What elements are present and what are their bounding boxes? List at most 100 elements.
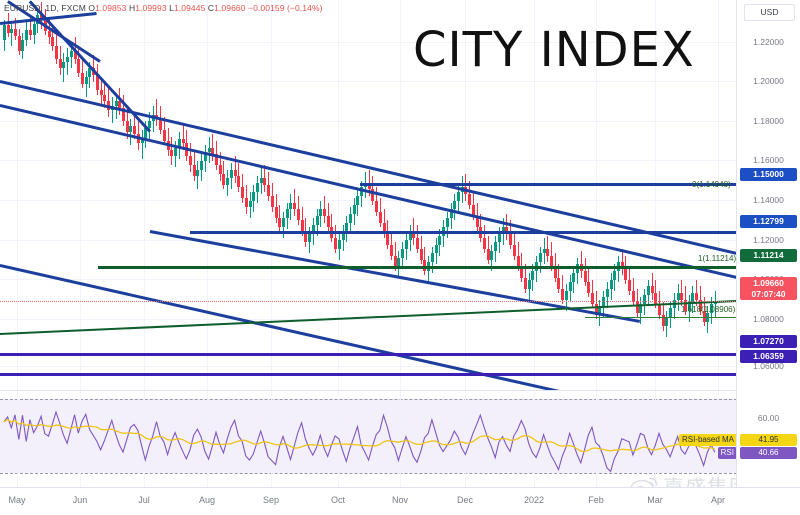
current-price-badge[interactable]: 1.09660 07:07:40 (740, 277, 797, 300)
candle-body (259, 178, 263, 183)
candle-wick (141, 130, 143, 159)
candle-body (654, 293, 658, 305)
candle-body (464, 187, 468, 194)
pane-separator (0, 390, 800, 391)
price-gridline-h-2 (0, 121, 737, 122)
candle-body (404, 240, 408, 249)
time-axis[interactable]: May Jun Jul Aug Sep Oct Nov Dec 2022 Feb Mar Apr (0, 487, 800, 515)
candle-body (483, 237, 487, 249)
candle-body (84, 77, 88, 84)
candle-body (371, 189, 375, 201)
candle-wick (115, 92, 117, 119)
candle-body (322, 209, 326, 216)
rsi-gridline-v-0 (17, 391, 18, 487)
candle-body (170, 149, 174, 157)
candle-body (587, 282, 591, 294)
price-tick-1-18000: 1.18000 (753, 116, 784, 126)
candle-body (32, 24, 36, 36)
candle-body (605, 288, 609, 298)
rsi-indicator-pane[interactable] (0, 391, 737, 487)
candle-body (486, 248, 490, 260)
candle-body (215, 154, 219, 166)
time-label-dec: Dec (456, 495, 474, 505)
candle-wick (11, 22, 13, 47)
candle-body (531, 271, 535, 280)
candle-body (397, 257, 401, 267)
candle-body (460, 187, 464, 192)
candle-wick (29, 15, 31, 40)
level-tag-1-06359[interactable]: 1.06359 (740, 350, 797, 363)
candle-body (564, 290, 568, 300)
candle-body (114, 101, 118, 106)
candle-body (40, 15, 44, 20)
candle-wick (182, 123, 184, 150)
level-line-1-07270 (0, 353, 737, 357)
candle-body (650, 286, 654, 294)
rsi-legend-badge[interactable]: RSI (717, 447, 737, 459)
rsi-gridline-v-3 (207, 391, 208, 487)
candle-body (103, 94, 107, 102)
candle-body (695, 293, 699, 300)
legend-high-value: 1.09993 (135, 3, 167, 13)
candle-body (527, 279, 531, 289)
time-label-sep: Sep (262, 495, 280, 505)
candle-body (352, 204, 356, 214)
candle-body (129, 125, 133, 133)
candle-body (207, 147, 211, 153)
candle-body (162, 130, 166, 142)
candle-body (497, 233, 501, 243)
candle-body (107, 101, 111, 111)
candle-body (244, 198, 248, 208)
candle-body (211, 147, 215, 155)
candle-body (345, 222, 349, 232)
price-chart-pane[interactable]: 0(1.14948) 1(1.11214) 1.618(1.08906) (0, 0, 737, 390)
rsi-value-tag[interactable]: 40.66 (740, 447, 797, 459)
candle-body (471, 204, 475, 216)
legend-close-label: C (207, 3, 215, 13)
candle-body (542, 248, 546, 254)
level-tag-1-15000[interactable]: 1.15000 (740, 168, 797, 181)
chart-legend[interactable]: EURUSD, 1D, FXCM O1.09853 H1.09993 L1.09… (4, 2, 323, 14)
candle-body (289, 202, 293, 210)
legend-low-label: L (169, 3, 174, 13)
candle-body (635, 301, 639, 313)
candle-body (602, 297, 606, 307)
candle-body (419, 248, 423, 260)
candle-body (628, 279, 632, 291)
price-tick-1-12000: 1.12000 (753, 235, 784, 245)
candle-body (188, 156, 192, 166)
level-tag-1-07270[interactable]: 1.07270 (740, 335, 797, 348)
candle-body (293, 202, 297, 210)
candle-wick (156, 99, 158, 126)
rsi-line (3, 410, 716, 473)
time-label-nov: Nov (391, 495, 409, 505)
rsi-ma-value-tag[interactable]: 41.95 (740, 434, 797, 446)
level-line-1-12799 (190, 231, 737, 235)
price-tick-1-14000: 1.14000 (753, 195, 784, 205)
candle-body (657, 304, 661, 316)
candle-body (300, 220, 304, 232)
rsi-tick-60-00: 60.00 (757, 413, 780, 423)
candle-body (203, 152, 207, 161)
candle-body (69, 50, 73, 58)
level-tag-1-11214[interactable]: 1.11214 (740, 249, 797, 262)
time-label-apr: Apr (710, 495, 726, 505)
legend-open-value: 1.09853 (95, 3, 127, 13)
candle-body (550, 255, 554, 267)
price-axis[interactable]: USD 1.22000 1.20000 1.18000 1.16000 1.14000 1… (736, 0, 800, 514)
candle-body (337, 240, 341, 249)
candle-body (159, 118, 163, 130)
level-line-1-11214 (98, 266, 737, 270)
candle-body (546, 248, 550, 256)
level-tag-1-12799[interactable]: 1.12799 (740, 215, 797, 228)
candle-body (278, 218, 282, 227)
time-label-mar: Mar (647, 495, 663, 505)
price-gridline-v-6 (400, 0, 401, 390)
time-label-oct: Oct (330, 495, 346, 505)
candle-body (237, 176, 241, 188)
rsi-overbought-line (0, 399, 737, 400)
legend-symbol: EURUSD, 1D, FXCM (4, 3, 86, 13)
rsi-gridline-v-7 (465, 391, 466, 487)
rsi-gridline-v-2 (144, 391, 145, 487)
rsi-ma-legend-badge[interactable]: RSI-based MA (678, 434, 737, 446)
